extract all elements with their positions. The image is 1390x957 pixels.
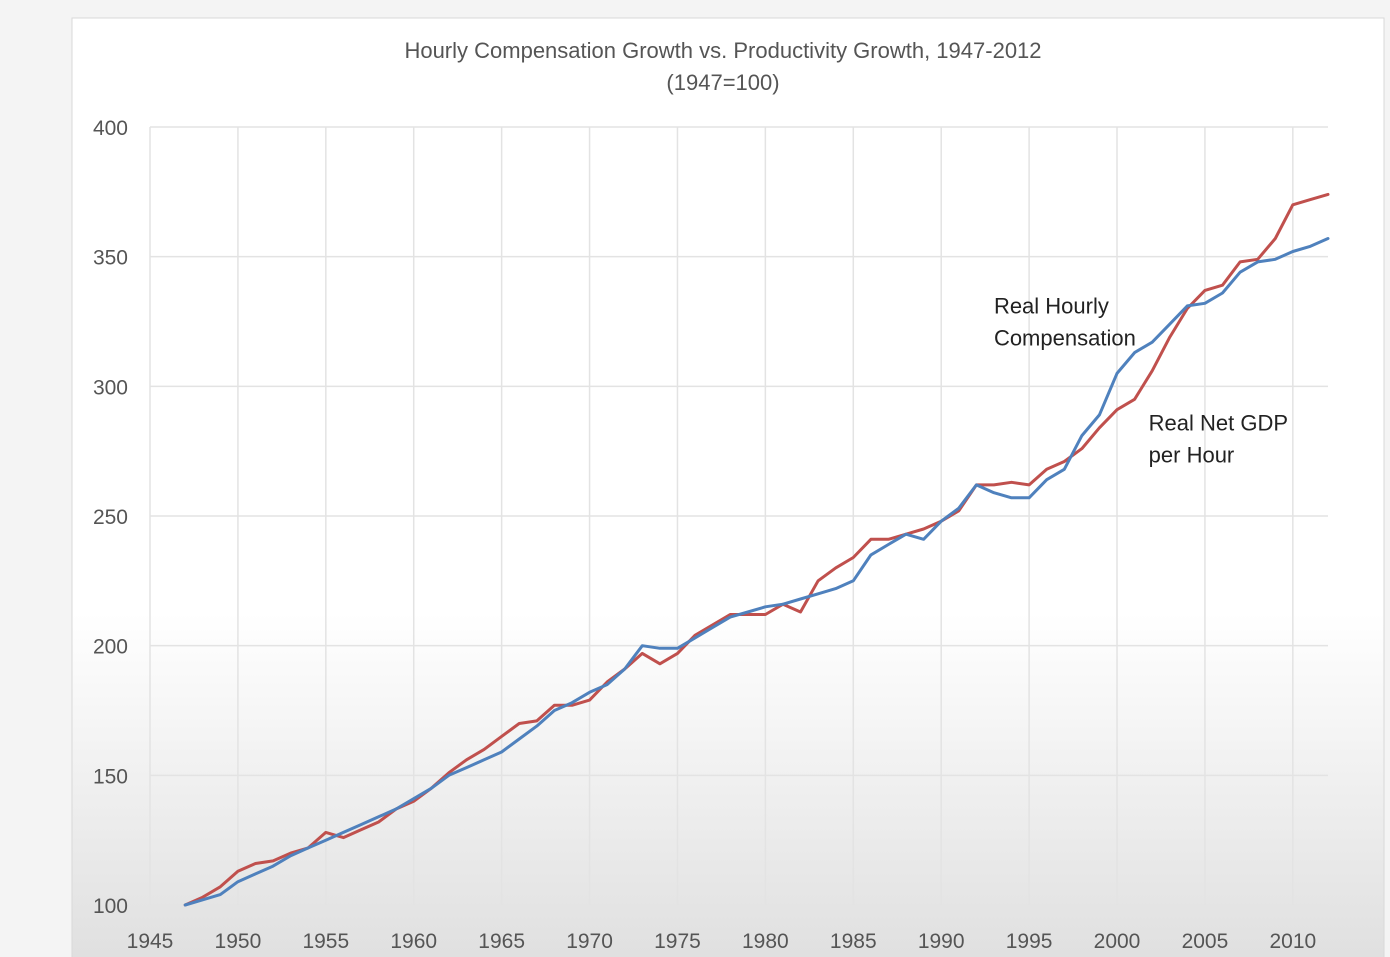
annotation-label: Compensation (994, 326, 1136, 351)
gridlines (149, 126, 1328, 906)
x-tick-label: 1950 (215, 930, 262, 953)
axis-ticks: 100 150 200 250 300 350 400 1945 1950 1955 1960 196… (93, 117, 1316, 953)
x-tick-label: 1990 (918, 930, 965, 953)
x-tick-label: 2005 (1182, 930, 1229, 953)
y-tick-label: 200 (93, 636, 128, 659)
series-line-real-hourly-compensation (183, 237, 1330, 907)
x-tick-label: 1945 (127, 930, 174, 953)
x-tick-label: 1970 (566, 930, 613, 953)
y-tick-label: 300 (93, 376, 128, 399)
x-tick-label: 1975 (654, 930, 701, 953)
chart-area-frame (71, 17, 1385, 957)
x-tick-label: 1985 (830, 930, 877, 953)
chart-title: Hourly Compensation Growth vs. Productiv… (404, 38, 1041, 63)
annotations: Real Hourly Compensation Real Net GDP per H… (994, 294, 1288, 468)
y-tick-label: 150 (93, 765, 128, 788)
x-tick-label: 2010 (1269, 930, 1316, 953)
x-tick-label: 1965 (478, 930, 525, 953)
annotation-label: per Hour (1149, 442, 1235, 467)
y-tick-label: 350 (93, 247, 128, 270)
annotation-label: Real Net GDP (1149, 410, 1288, 435)
x-tick-label: 1980 (742, 930, 789, 953)
series-line-real-net-gdp-per-hour (183, 192, 1330, 907)
x-tick-label: 1995 (1006, 930, 1053, 953)
x-tick-label: 1960 (390, 930, 437, 953)
series-lines (183, 192, 1330, 907)
annotation-label: Real Hourly (994, 294, 1109, 319)
x-tick-label: 1955 (302, 930, 349, 953)
y-tick-label: 100 (93, 895, 128, 918)
chart-subtitle: (1947=100) (666, 70, 779, 95)
x-tick-label: 2000 (1094, 930, 1141, 953)
y-tick-label: 250 (93, 506, 128, 529)
y-tick-label: 400 (93, 117, 128, 140)
